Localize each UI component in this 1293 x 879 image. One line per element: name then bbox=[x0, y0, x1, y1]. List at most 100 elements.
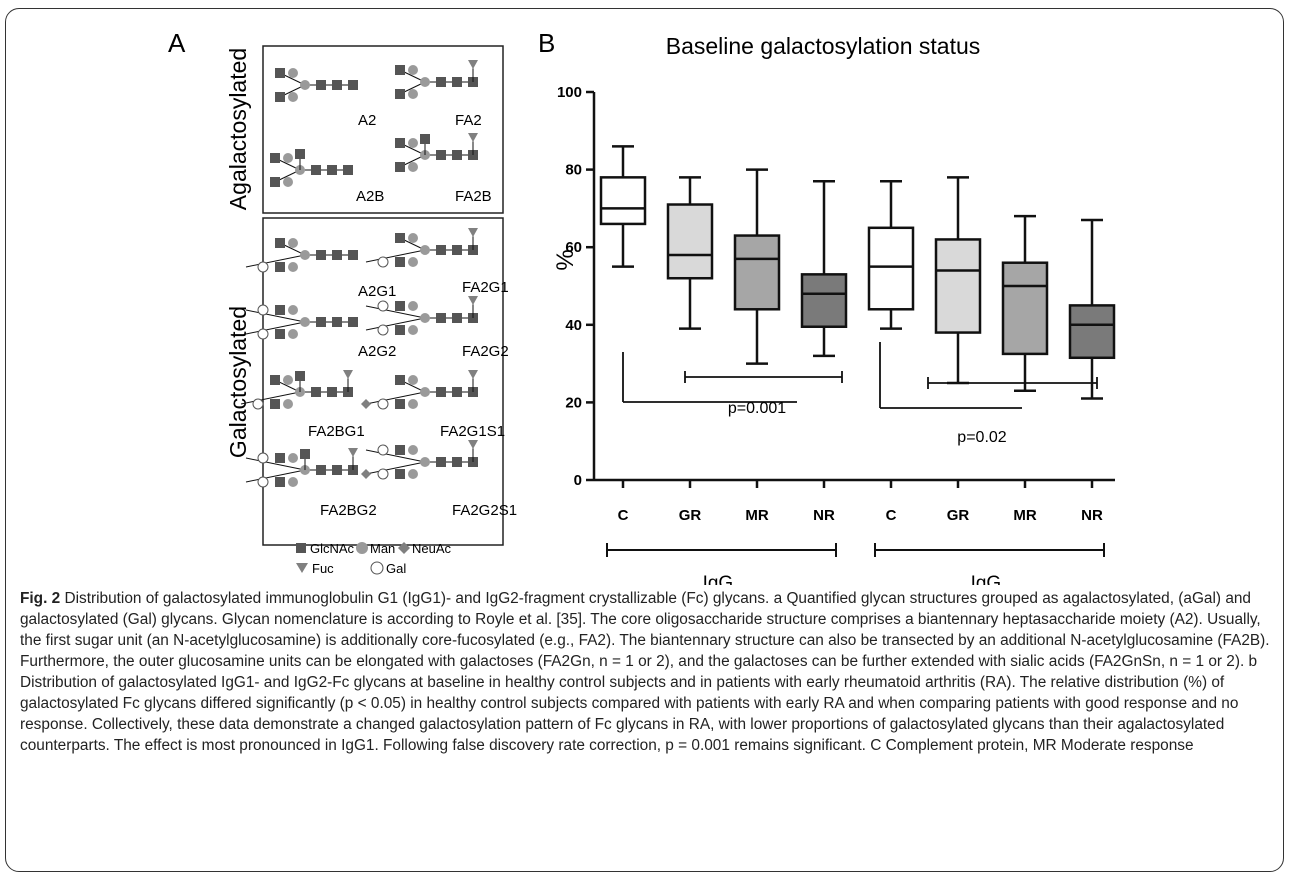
glcnac-icon bbox=[343, 165, 353, 175]
man-icon bbox=[300, 250, 310, 260]
box-4 bbox=[867, 179, 915, 330]
glycan-label: FA2G1 bbox=[462, 279, 509, 296]
y-tick-label: 20 bbox=[565, 394, 582, 411]
x-tick-label: NR bbox=[813, 507, 835, 524]
glcnac-icon bbox=[436, 387, 446, 397]
man-icon bbox=[408, 65, 418, 75]
glcnac-icon bbox=[270, 375, 280, 385]
glcnac-icon bbox=[395, 257, 405, 267]
man-icon bbox=[288, 453, 298, 463]
glcnac-icon bbox=[436, 150, 446, 160]
iqr-box bbox=[1001, 261, 1049, 356]
glcnac-icon bbox=[395, 399, 405, 409]
box-7 bbox=[1068, 218, 1116, 400]
glcnac-icon bbox=[327, 165, 337, 175]
glcnac-icon bbox=[395, 162, 405, 172]
man-icon bbox=[300, 80, 310, 90]
glycan-fa2g1s1: FA2G1S1 bbox=[361, 370, 505, 440]
gal-icon bbox=[377, 256, 389, 268]
glcnac-icon bbox=[316, 465, 326, 475]
glycan-legend: GlcNAc Man NeuAc Fuc Gal bbox=[296, 541, 452, 576]
man-icon bbox=[283, 375, 293, 385]
x-tick-label: GR bbox=[947, 507, 970, 524]
man-icon bbox=[283, 399, 293, 409]
glcnac-icon bbox=[452, 313, 462, 323]
figure-frame bbox=[5, 8, 1284, 872]
man-icon bbox=[420, 77, 430, 87]
gal-icon bbox=[370, 561, 384, 575]
iqr-box bbox=[1068, 304, 1116, 360]
glcnac-icon bbox=[275, 477, 285, 487]
glycan-a2g1: A2G1 bbox=[245, 238, 396, 300]
glcnac-icon bbox=[332, 317, 342, 327]
glycan-fa2g2s1: FA2G2S1 bbox=[361, 440, 517, 519]
glcnac-icon bbox=[452, 457, 462, 467]
box-plot: 0 20 40 60 80 100 C GR MR NR C GR MR NR IgG1 IgG2 p=0.00… bbox=[557, 84, 1116, 585]
man-icon bbox=[408, 469, 418, 479]
glcnac-icon bbox=[275, 262, 285, 272]
fuc-icon bbox=[468, 60, 478, 69]
gal-icon bbox=[252, 398, 264, 410]
bond bbox=[365, 317, 426, 331]
glcnac-icon bbox=[420, 134, 430, 144]
glcnac-icon bbox=[327, 387, 337, 397]
legend-gal: Gal bbox=[386, 561, 406, 576]
iqr-box bbox=[666, 203, 714, 280]
glcnac-icon bbox=[436, 77, 446, 87]
glcnac-icon bbox=[311, 165, 321, 175]
bond bbox=[245, 457, 306, 471]
significance-annotation-0: p=0.001 bbox=[622, 352, 843, 417]
man-icon bbox=[288, 329, 298, 339]
legend-fuc: Fuc bbox=[312, 561, 334, 576]
legend-neuac: NeuAc bbox=[412, 541, 452, 556]
y-tick-label: 80 bbox=[565, 162, 582, 179]
bond bbox=[365, 449, 426, 463]
p-value-label: p=0.001 bbox=[728, 400, 786, 417]
glycan-a2g2: A2G2 bbox=[245, 304, 396, 360]
group-label-1: IgG2 bbox=[971, 573, 1009, 585]
x-tick-label: C bbox=[618, 507, 629, 524]
gal-icon bbox=[377, 324, 389, 336]
glcnac-icon bbox=[275, 92, 285, 102]
man-icon bbox=[408, 445, 418, 455]
gal-icon bbox=[377, 444, 389, 456]
box-5 bbox=[934, 176, 982, 385]
man-icon bbox=[408, 257, 418, 267]
iqr-box bbox=[867, 226, 915, 311]
glcnac-icon bbox=[316, 250, 326, 260]
glycan-label: FA2G2 bbox=[462, 343, 509, 360]
glcnac-icon bbox=[295, 149, 305, 159]
glycan-fa2b: FA2B bbox=[395, 133, 492, 205]
gal-icon bbox=[377, 398, 389, 410]
glycan-label: FA2BG1 bbox=[308, 423, 365, 440]
glcnac-icon bbox=[275, 329, 285, 339]
bond bbox=[245, 469, 306, 483]
man-icon bbox=[408, 138, 418, 148]
glycan-a2: A2 bbox=[275, 68, 376, 129]
glcnac-icon bbox=[395, 445, 405, 455]
glcnac-icon bbox=[452, 77, 462, 87]
y-tick-label: 100 bbox=[557, 84, 582, 101]
glycan-fa2: FA2 bbox=[395, 60, 482, 129]
figure-caption: Fig. 2 Distribution of galactosylated im… bbox=[20, 588, 1275, 756]
man-icon bbox=[420, 245, 430, 255]
x-tick-label: C bbox=[886, 507, 897, 524]
man-icon bbox=[288, 68, 298, 78]
man-icon bbox=[300, 317, 310, 327]
glcnac-icon bbox=[436, 313, 446, 323]
glycan-label: FA2G2S1 bbox=[452, 502, 517, 519]
glcnac-icon bbox=[348, 250, 358, 260]
group-label-0: IgG1 bbox=[703, 573, 741, 585]
glcnac-icon bbox=[395, 469, 405, 479]
glcnac-icon bbox=[300, 449, 310, 459]
glycan-fa2bg1: FA2BG1 bbox=[240, 370, 365, 440]
glcnac-icon bbox=[395, 89, 405, 99]
galactosylated-label: Galactosylated bbox=[225, 306, 251, 458]
neuac-icon bbox=[361, 399, 371, 409]
glycan-label: A2B bbox=[356, 188, 384, 205]
glcnac-icon bbox=[275, 453, 285, 463]
gal-icon bbox=[257, 261, 269, 273]
glcnac-icon bbox=[436, 245, 446, 255]
chart-title: Baseline galactosylation status bbox=[666, 33, 981, 59]
glcnac-icon bbox=[270, 153, 280, 163]
